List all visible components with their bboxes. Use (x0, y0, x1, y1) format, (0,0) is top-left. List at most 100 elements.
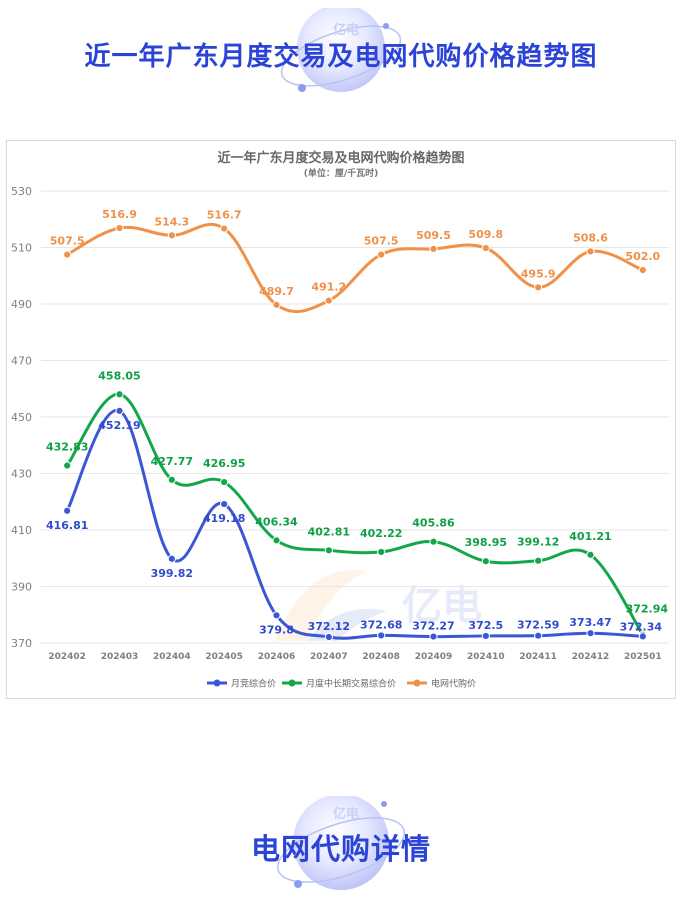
monthly-bid-legend-label: 月竞综合价 (231, 678, 276, 690)
monthly-long-term-line (65, 392, 645, 637)
monthly-long-term-point (272, 536, 281, 545)
monthly-bid-point (324, 632, 333, 642)
monthly-long-term-data-label: 372.94 (626, 603, 669, 616)
x-tick-label: 202408 (362, 652, 400, 662)
monthly-bid-data-label: 372.59 (517, 619, 559, 632)
x-tick-label: 202402 (48, 652, 86, 662)
x-tick-label: 202410 (467, 652, 505, 662)
grid-purchase-legend-marker (413, 679, 421, 687)
section-title: 电网代购详情 (250, 832, 431, 866)
monthly-bid-data-label: 416.81 (46, 519, 88, 532)
grid-purchase-point (115, 223, 124, 233)
grid-purchase-data-label: 491.2 (311, 281, 346, 294)
monthly-bid-point (272, 611, 281, 620)
monthly-long-term-data-label: 398.95 (465, 536, 507, 549)
chart-grid (41, 190, 669, 644)
monthly-bid-data-label: 399.82 (151, 567, 193, 580)
grid-purchase-point (220, 224, 229, 233)
bottom-banner: 亿电 电网代购详情 (0, 796, 682, 896)
orb-logo-text: 亿电 (333, 22, 359, 38)
grid-purchase-point (377, 250, 386, 259)
grid-purchase-point (586, 247, 595, 256)
grid-purchase-data-label: 509.8 (468, 228, 503, 241)
monthly-long-term-point (377, 547, 386, 557)
monthly-bid-data-label: 372.12 (308, 620, 350, 633)
orb-logo-text: 亿电 (333, 806, 359, 822)
monthly-long-term-data-label: 427.77 (151, 455, 193, 468)
monthly-bid-point (534, 631, 543, 640)
orb-dot (294, 880, 302, 888)
grid-purchase-point (167, 231, 176, 240)
grid-purchase-point (324, 296, 333, 305)
orb-sphere (297, 8, 385, 92)
price-trend-chart: 亿电 近一年广东月度交易及电网代购价格趋势图 (单位：厘/千瓦时) 370 390… (11, 150, 669, 690)
grid-purchase-point (638, 266, 647, 275)
monthly-bid-point (481, 631, 490, 641)
orb-dot (381, 801, 387, 807)
grid-purchase-point (481, 243, 490, 253)
grid-purchase-data-label: 507.5 (364, 235, 399, 248)
grid-purchase-point (429, 244, 438, 254)
orb-ring (280, 25, 402, 87)
y-tick-label: 510 (11, 242, 32, 255)
monthly-bid-data-label: 373.47 (569, 616, 611, 629)
series-points (63, 223, 647, 642)
monthly-long-term-data-label: 406.34 (255, 515, 298, 528)
monthly-bid-point (429, 632, 438, 641)
orb-dot (383, 23, 389, 29)
monthly-long-term-data-label: 399.12 (517, 536, 559, 549)
monthly-long-term-point (324, 546, 333, 555)
monthly-bid-point (586, 629, 595, 638)
monthly-bid-point (115, 406, 124, 415)
grid-purchase-point (272, 300, 281, 309)
monthly-long-term-data-label: 458.05 (98, 369, 140, 382)
monthly-long-term-point (586, 550, 595, 559)
y-axis: 370 390 410 430 450 470 490 510 530 (11, 185, 32, 650)
monthly-bid-data-label: 452.19 (98, 419, 140, 432)
grid-purchase-data-label: 514.3 (154, 215, 189, 228)
chart-title: 近一年广东月度交易及电网代购价格趋势图 (217, 150, 464, 166)
orb-decoration: 亿电 (280, 8, 402, 92)
monthly-long-term-data-label: 402.81 (308, 525, 350, 538)
chart-legend: 月竞综合价 月度中长期交易综合价 电网代购价 (207, 678, 476, 690)
grid-purchase-data-label: 516.7 (207, 209, 242, 222)
monthly-bid-data-label: 372.68 (360, 618, 402, 631)
monthly-bid-data-label: 372.27 (412, 620, 454, 633)
monthly-long-term-point (481, 557, 490, 566)
monthly-long-term-data-label: 401.21 (569, 530, 611, 543)
monthly-bid-point (167, 554, 176, 563)
monthly-bid-data-label: 372.5 (468, 619, 503, 632)
monthly-bid-legend-marker (213, 679, 221, 687)
x-tick-label: 202403 (101, 652, 139, 662)
x-tick-label: 202407 (310, 652, 348, 662)
monthly-long-term-data-label: 405.86 (412, 517, 455, 530)
page-title: 近一年广东月度交易及电网代购价格趋势图 (84, 42, 598, 72)
chart-card: 亿电 近一年广东月度交易及电网代购价格趋势图 (单位：厘/千瓦时) 370 390… (6, 140, 676, 699)
orb-dot (298, 84, 306, 92)
grid-purchase-legend-label: 电网代购价 (431, 678, 476, 690)
monthly-long-term-legend-marker (288, 679, 296, 687)
orb-sphere (293, 796, 389, 890)
x-tick-label: 202409 (415, 652, 453, 662)
y-tick-label: 430 (11, 468, 32, 481)
monthly-long-term-data-label: 402.22 (360, 527, 402, 540)
y-tick-label: 370 (11, 637, 32, 650)
y-tick-label: 490 (11, 298, 32, 311)
watermark-logo-text: 亿电 (402, 583, 482, 629)
orb-ring (276, 817, 406, 883)
grid-purchase-data-label: 508.6 (573, 231, 608, 244)
x-tick-label: 202405 (205, 652, 243, 662)
x-tick-label: 202406 (258, 652, 296, 662)
watermark-logo: 亿电 (275, 569, 482, 641)
monthly-long-term-data-label: 426.95 (203, 457, 245, 470)
y-tick-label: 470 (11, 355, 32, 368)
y-tick-label: 390 (11, 581, 32, 594)
monthly-long-term-point (167, 475, 176, 484)
top-banner: 亿电 近一年广东月度交易及电网代购价格趋势图 (0, 8, 682, 98)
grid-purchase-data-label: 502.0 (625, 250, 660, 263)
y-tick-label: 530 (11, 185, 32, 198)
monthly-long-term-data-label: 432.83 (46, 441, 88, 454)
grid-purchase-data-label: 495.9 (521, 267, 556, 280)
monthly-long-term-point (220, 478, 229, 487)
monthly-bid-point (638, 632, 647, 641)
